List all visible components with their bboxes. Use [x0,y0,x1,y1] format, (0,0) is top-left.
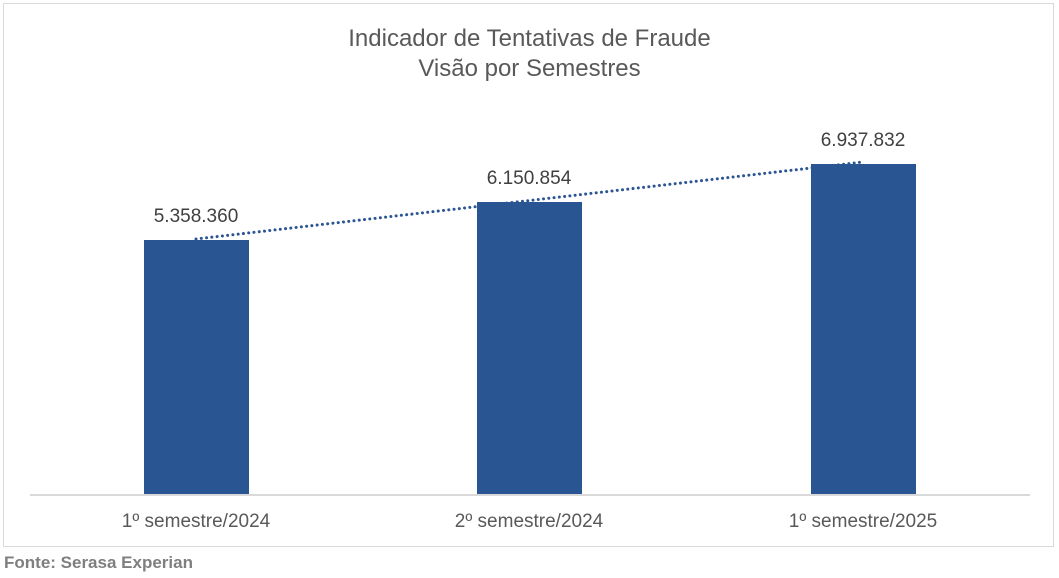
bar-1s2024 [144,240,249,495]
chart-subtitle: Visão por Semestres [418,55,641,82]
bar-1s2025 [811,164,916,495]
x-tick-label: 1º semestre/2025 [788,511,938,532]
x-axis-line [30,494,1030,496]
chart-title: Indicador de Tentativas de Fraude [348,25,711,52]
source-note: Fonte: Serasa Experian [4,553,193,572]
value-label: 6.150.854 [486,168,572,189]
value-label: 6.937.832 [820,130,906,151]
x-tick-label: 1º semestre/2024 [121,511,271,532]
x-tick-label: 2º semestre/2024 [454,511,604,532]
bar-2s2024 [477,202,582,495]
value-label: 5.358.360 [153,206,239,227]
